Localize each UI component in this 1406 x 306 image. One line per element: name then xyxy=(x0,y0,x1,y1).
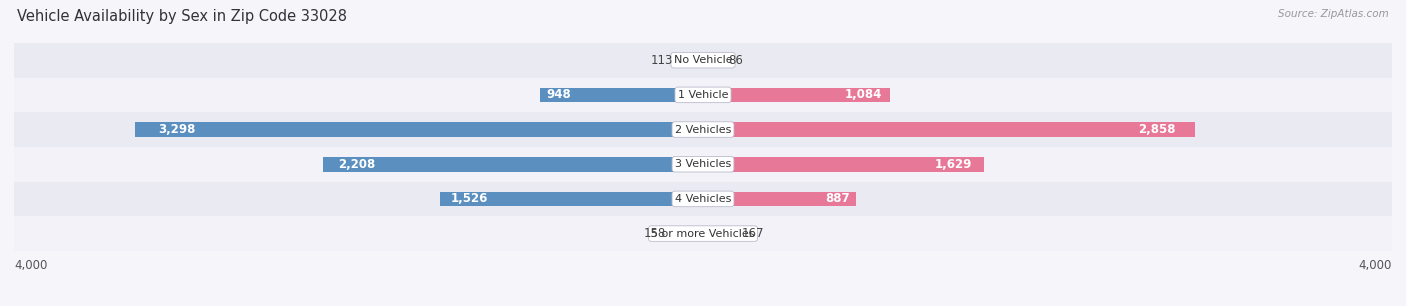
Bar xyxy=(540,88,703,102)
Text: 1,526: 1,526 xyxy=(451,192,488,205)
Text: 1 Vehicle: 1 Vehicle xyxy=(678,90,728,100)
Text: 948: 948 xyxy=(547,88,571,101)
Bar xyxy=(14,216,1392,251)
Text: 3,298: 3,298 xyxy=(157,123,195,136)
Bar xyxy=(14,112,1392,147)
Bar xyxy=(14,43,1392,77)
Bar xyxy=(135,122,703,137)
Text: 2,858: 2,858 xyxy=(1137,123,1175,136)
Bar xyxy=(676,226,703,241)
Text: 4,000: 4,000 xyxy=(1358,259,1392,271)
Bar xyxy=(323,157,703,171)
Text: 113: 113 xyxy=(651,54,673,67)
Text: 5 or more Vehicles: 5 or more Vehicles xyxy=(651,229,755,239)
Text: 4 Vehicles: 4 Vehicles xyxy=(675,194,731,204)
Text: 2 Vehicles: 2 Vehicles xyxy=(675,125,731,135)
Text: 1,084: 1,084 xyxy=(845,88,882,101)
Bar xyxy=(703,192,856,206)
Bar xyxy=(703,226,731,241)
Bar xyxy=(703,122,1195,137)
Text: 3 Vehicles: 3 Vehicles xyxy=(675,159,731,169)
Text: Vehicle Availability by Sex in Zip Code 33028: Vehicle Availability by Sex in Zip Code … xyxy=(17,9,347,24)
Legend: Male, Female: Male, Female xyxy=(636,302,770,306)
Text: 887: 887 xyxy=(825,192,849,205)
Bar xyxy=(14,77,1392,112)
Text: 86: 86 xyxy=(728,54,742,67)
Bar xyxy=(703,157,984,171)
Bar xyxy=(14,147,1392,181)
Bar xyxy=(14,181,1392,216)
Bar xyxy=(440,192,703,206)
Text: 4,000: 4,000 xyxy=(14,259,48,271)
Text: 158: 158 xyxy=(643,227,665,240)
Text: 1,629: 1,629 xyxy=(935,158,973,171)
Text: 167: 167 xyxy=(742,227,765,240)
Bar xyxy=(703,53,718,67)
Text: 2,208: 2,208 xyxy=(337,158,375,171)
Text: Source: ZipAtlas.com: Source: ZipAtlas.com xyxy=(1278,9,1389,19)
Text: No Vehicle: No Vehicle xyxy=(673,55,733,65)
Bar xyxy=(683,53,703,67)
Bar xyxy=(703,88,890,102)
